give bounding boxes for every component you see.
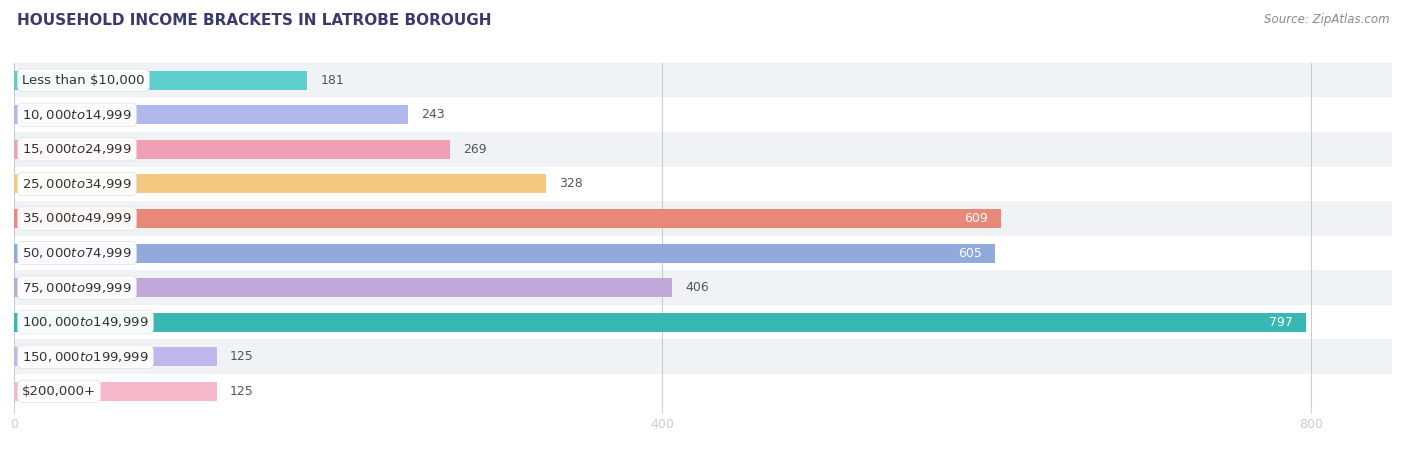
Text: 609: 609 — [965, 212, 988, 225]
Bar — [14, 278, 672, 297]
Text: $75,000 to $99,999: $75,000 to $99,999 — [22, 281, 132, 295]
Bar — [14, 201, 1392, 236]
Bar — [14, 140, 450, 159]
Text: $50,000 to $74,999: $50,000 to $74,999 — [22, 246, 132, 260]
Text: $10,000 to $14,999: $10,000 to $14,999 — [22, 108, 132, 122]
Bar — [14, 167, 1392, 201]
Bar — [14, 105, 408, 124]
Bar — [14, 313, 1306, 332]
Text: $100,000 to $149,999: $100,000 to $149,999 — [22, 315, 149, 329]
Bar — [14, 97, 1392, 132]
Text: HOUSEHOLD INCOME BRACKETS IN LATROBE BOROUGH: HOUSEHOLD INCOME BRACKETS IN LATROBE BOR… — [17, 13, 491, 28]
Text: 125: 125 — [229, 385, 253, 398]
Bar — [14, 132, 1392, 167]
Text: 797: 797 — [1270, 316, 1294, 329]
Bar — [14, 339, 1392, 374]
Text: 605: 605 — [957, 247, 981, 260]
Bar — [14, 270, 1392, 305]
Text: 181: 181 — [321, 74, 344, 87]
Bar — [14, 243, 995, 263]
Text: 406: 406 — [685, 281, 709, 294]
Text: $35,000 to $49,999: $35,000 to $49,999 — [22, 211, 132, 225]
Text: $25,000 to $34,999: $25,000 to $34,999 — [22, 177, 132, 191]
Text: 125: 125 — [229, 350, 253, 363]
Text: $200,000+: $200,000+ — [22, 385, 96, 398]
Text: Less than $10,000: Less than $10,000 — [22, 74, 145, 87]
Text: 269: 269 — [463, 143, 486, 156]
Text: Source: ZipAtlas.com: Source: ZipAtlas.com — [1264, 13, 1389, 26]
Bar — [14, 209, 1001, 228]
Bar — [14, 70, 308, 90]
Text: 243: 243 — [420, 108, 444, 121]
Bar — [14, 305, 1392, 339]
Text: 328: 328 — [558, 177, 582, 190]
Bar — [14, 63, 1392, 97]
Bar — [14, 236, 1392, 270]
Bar — [14, 382, 217, 401]
Text: $15,000 to $24,999: $15,000 to $24,999 — [22, 142, 132, 156]
Bar — [14, 347, 217, 366]
Text: $150,000 to $199,999: $150,000 to $199,999 — [22, 350, 149, 364]
Bar — [14, 174, 546, 194]
Bar — [14, 374, 1392, 409]
